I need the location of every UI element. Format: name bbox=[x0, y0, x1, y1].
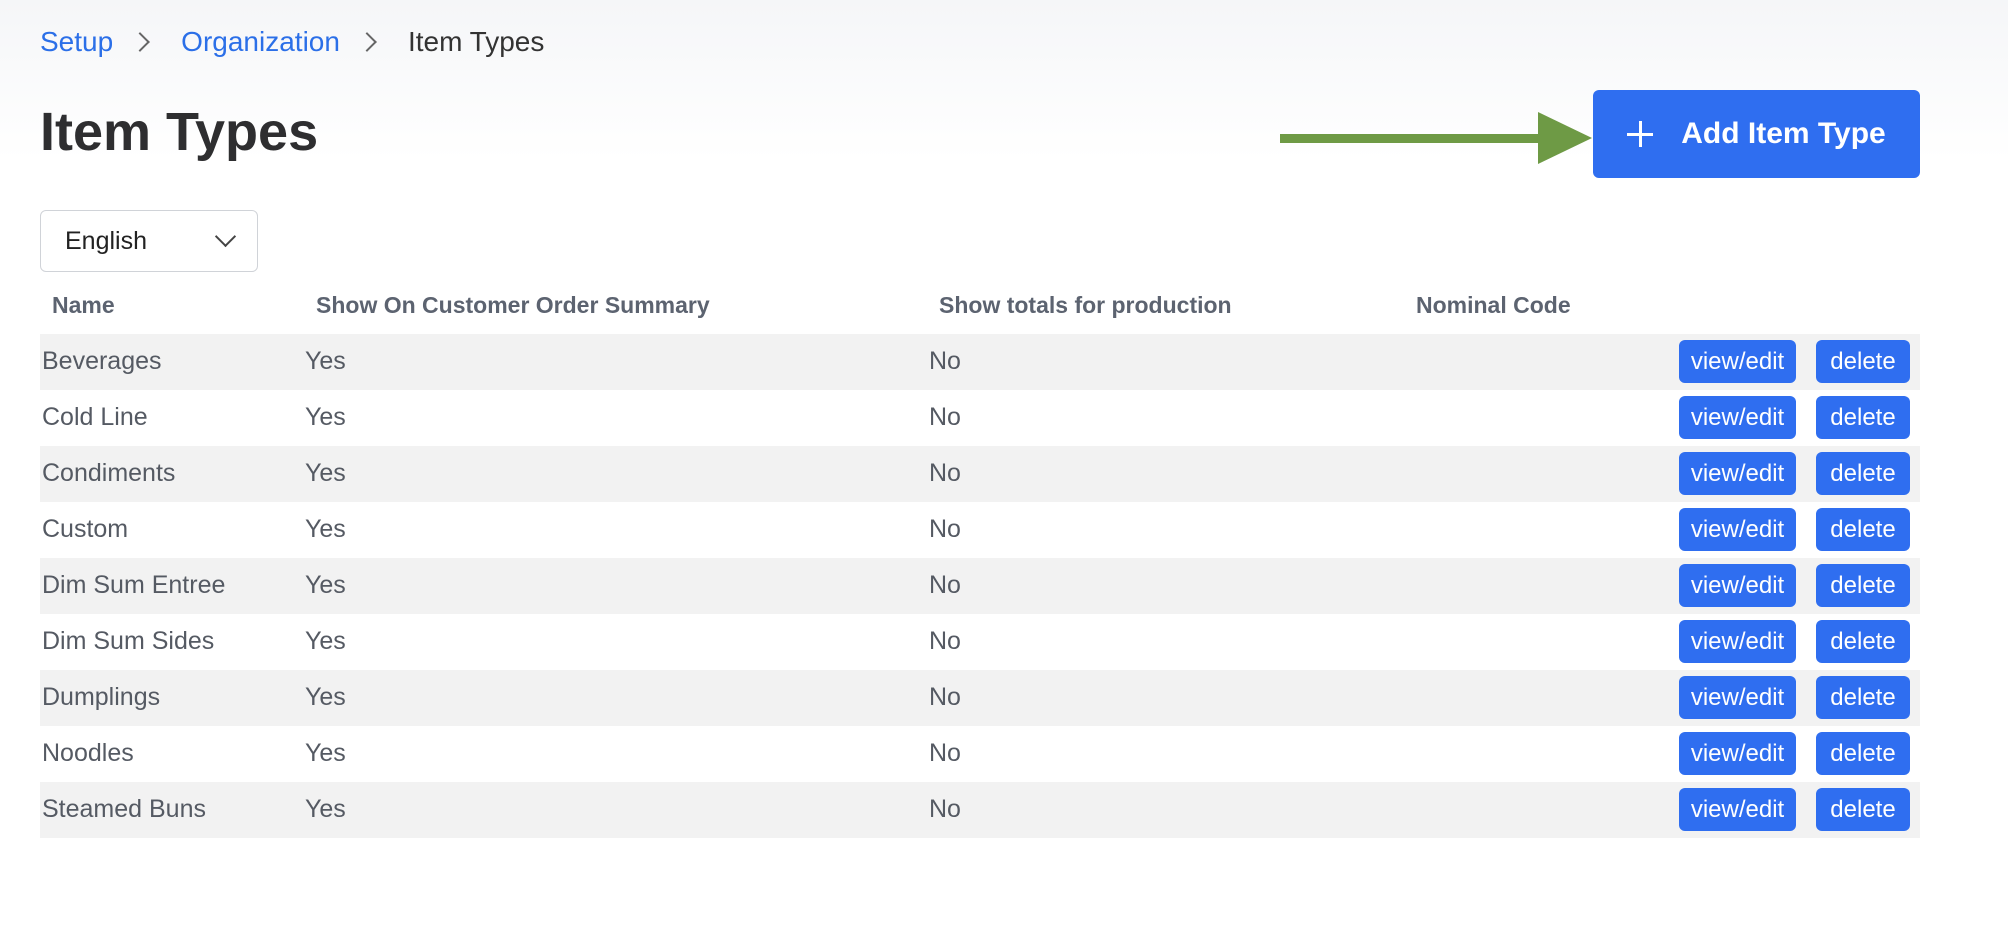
cell-name: Dim Sum Entree bbox=[42, 571, 226, 599]
cell-show-totals: No bbox=[929, 459, 961, 487]
view-edit-button[interactable]: view/edit bbox=[1679, 788, 1796, 831]
cell-name: Dumplings bbox=[42, 683, 161, 711]
column-header-show-on-summary: Show On Customer Order Summary bbox=[316, 292, 710, 318]
cell-show-on-summary: Yes bbox=[305, 739, 346, 767]
table-row: Beverages Yes No view/edit delete bbox=[40, 334, 1920, 390]
cell-name: Cold Line bbox=[42, 403, 148, 431]
cell-show-on-summary: Yes bbox=[305, 403, 346, 431]
delete-button[interactable]: delete bbox=[1816, 508, 1910, 551]
page-title: Item Types bbox=[40, 102, 319, 162]
cell-name: Dim Sum Sides bbox=[42, 627, 215, 655]
view-edit-button[interactable]: view/edit bbox=[1679, 620, 1796, 663]
column-header-show-totals: Show totals for production bbox=[939, 292, 1232, 318]
table-row: Noodles Yes No view/edit delete bbox=[40, 726, 1920, 782]
column-header-nominal-code: Nominal Code bbox=[1416, 292, 1571, 318]
cell-show-on-summary: Yes bbox=[305, 627, 346, 655]
delete-button[interactable]: delete bbox=[1816, 564, 1910, 607]
table-row: Dumplings Yes No view/edit delete bbox=[40, 670, 1920, 726]
table-row: Steamed Buns Yes No view/edit delete bbox=[40, 782, 1920, 838]
cell-show-totals: No bbox=[929, 795, 961, 823]
breadcrumb-current: Item Types bbox=[407, 26, 545, 57]
cell-show-totals: No bbox=[929, 683, 961, 711]
view-edit-button[interactable]: view/edit bbox=[1679, 396, 1796, 439]
language-select[interactable]: English bbox=[40, 210, 258, 272]
cell-show-totals: No bbox=[929, 739, 961, 767]
view-edit-button[interactable]: view/edit bbox=[1679, 452, 1796, 495]
delete-button[interactable]: delete bbox=[1816, 732, 1910, 775]
language-select-value: English bbox=[65, 226, 147, 255]
cell-show-totals: No bbox=[929, 627, 961, 655]
chevron-down-icon bbox=[214, 225, 237, 248]
cell-show-totals: No bbox=[929, 571, 961, 599]
annotation-arrow-icon bbox=[1280, 112, 1592, 164]
cell-show-on-summary: Yes bbox=[305, 683, 346, 711]
cell-name: Condiments bbox=[42, 459, 176, 487]
cell-show-on-summary: Yes bbox=[305, 571, 346, 599]
delete-button[interactable]: delete bbox=[1816, 676, 1910, 719]
chevron-right-icon bbox=[130, 32, 151, 52]
chevron-right-icon bbox=[357, 32, 377, 52]
breadcrumb-setup-link[interactable]: Setup bbox=[40, 26, 114, 57]
breadcrumb-organization-link[interactable]: Organization bbox=[181, 26, 340, 57]
cell-name: Steamed Buns bbox=[42, 795, 206, 823]
delete-button[interactable]: delete bbox=[1816, 620, 1910, 663]
cell-show-on-summary: Yes bbox=[305, 515, 346, 543]
cell-name: Custom bbox=[42, 515, 129, 543]
view-edit-button[interactable]: view/edit bbox=[1679, 564, 1796, 607]
table-row: Condiments Yes No view/edit delete bbox=[40, 446, 1920, 502]
table-body: Beverages Yes No view/edit delete Cold L… bbox=[40, 334, 1920, 838]
table-row: Dim Sum Sides Yes No view/edit delete bbox=[40, 614, 1920, 670]
view-edit-button[interactable]: view/edit bbox=[1679, 676, 1796, 719]
add-item-type-label: Add Item Type bbox=[1681, 117, 1886, 150]
column-header-name: Name bbox=[52, 292, 115, 318]
view-edit-button[interactable]: view/edit bbox=[1679, 340, 1796, 383]
table-header: Name Show On Customer Order Summary Show… bbox=[40, 280, 1920, 334]
view-edit-button[interactable]: view/edit bbox=[1679, 732, 1796, 775]
cell-show-on-summary: Yes bbox=[305, 459, 346, 487]
delete-button[interactable]: delete bbox=[1816, 340, 1910, 383]
view-edit-button[interactable]: view/edit bbox=[1679, 508, 1796, 551]
breadcrumb: Setup Organization Item Types bbox=[40, 22, 544, 62]
cell-name: Noodles bbox=[42, 739, 134, 767]
table-row: Cold Line Yes No view/edit delete bbox=[40, 390, 1920, 446]
item-types-table: Name Show On Customer Order Summary Show… bbox=[40, 280, 1920, 838]
delete-button[interactable]: delete bbox=[1816, 452, 1910, 495]
table-row: Dim Sum Entree Yes No view/edit delete bbox=[40, 558, 1920, 614]
table-row: Custom Yes No view/edit delete bbox=[40, 502, 1920, 558]
cell-show-totals: No bbox=[929, 403, 961, 431]
cell-show-totals: No bbox=[929, 347, 961, 375]
cell-show-totals: No bbox=[929, 515, 961, 543]
cell-show-on-summary: Yes bbox=[305, 795, 346, 823]
delete-button[interactable]: delete bbox=[1816, 396, 1910, 439]
add-item-type-button[interactable]: Add Item Type bbox=[1593, 90, 1920, 178]
plus-icon bbox=[1627, 121, 1654, 147]
cell-name: Beverages bbox=[42, 347, 162, 375]
delete-button[interactable]: delete bbox=[1816, 788, 1910, 831]
cell-show-on-summary: Yes bbox=[305, 347, 346, 375]
